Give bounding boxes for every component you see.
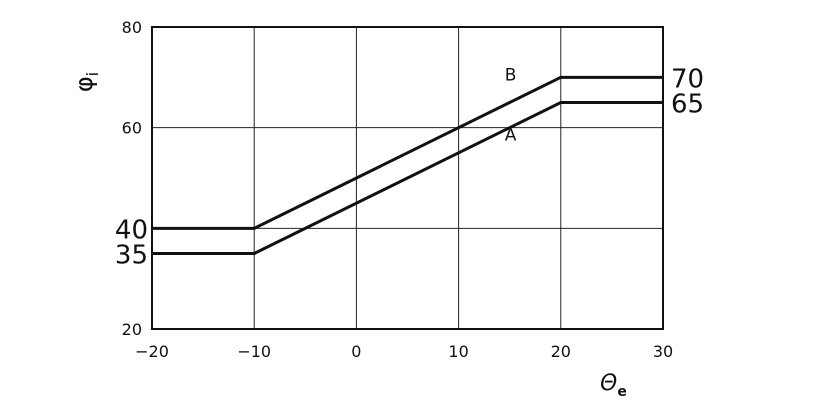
- series-label-A: A: [505, 126, 517, 146]
- y-tick-label: 80: [122, 18, 142, 37]
- y-axis-label: φi: [70, 72, 102, 92]
- left-value-label: 40: [115, 215, 148, 245]
- x-tick-label: 0: [351, 342, 361, 361]
- y-tick-label: 20: [122, 320, 142, 339]
- series-line-A: [152, 101, 663, 255]
- right-value-label: 65: [671, 90, 704, 120]
- x-tick-label: 20: [551, 342, 571, 361]
- x-tick-label: 30: [653, 342, 673, 361]
- x-tick-label: −20: [135, 342, 169, 361]
- right-value-label: 70: [671, 64, 704, 94]
- plot-frame: [151, 26, 664, 330]
- x-tick-label: 10: [448, 342, 468, 361]
- series-label-B: B: [505, 65, 517, 85]
- series-lines: AB: [152, 65, 663, 255]
- x-tick-label: −10: [237, 342, 271, 361]
- x-axis-label-sub: e: [617, 384, 627, 400]
- series-line-B: [152, 75, 663, 230]
- y-tick-label: 60: [122, 119, 142, 138]
- y-axis-label-sub: i: [83, 72, 102, 76]
- left-value-label: 35: [115, 241, 148, 271]
- x-axis-label: Θe: [600, 371, 627, 400]
